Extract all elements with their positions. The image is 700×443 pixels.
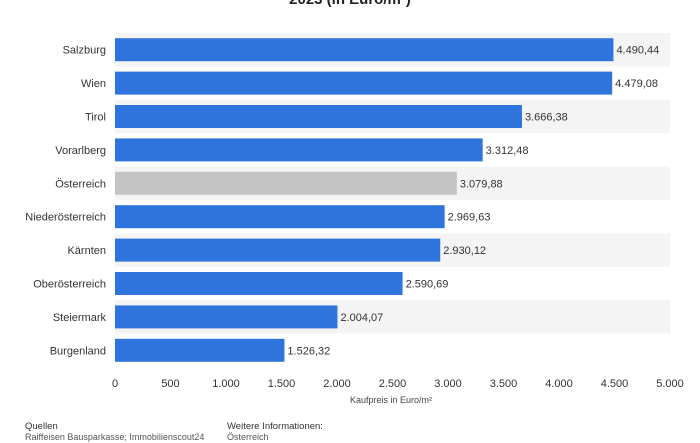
bar-tirol[interactable] <box>115 105 522 128</box>
category-label: Vorarlberg <box>55 145 106 157</box>
bar-österreich[interactable] <box>115 171 457 195</box>
x-tick-label: 2.500 <box>379 378 407 390</box>
chart-title: 2023 (in Euro/m²) <box>0 0 700 8</box>
category-label: Tirol <box>85 112 106 124</box>
bars <box>115 38 614 362</box>
x-tick-label: 500 <box>161 378 179 390</box>
bar-salzburg[interactable] <box>115 38 614 62</box>
x-axis-title: Kaufpreis in Euro/m² <box>350 395 432 405</box>
category-label: Kärnten <box>67 245 106 257</box>
value-label: 3.666,38 <box>525 112 568 124</box>
category-labels: Salzburg Wien Tirol Vorarlberg Österreich Nie… <box>25 45 106 358</box>
x-tick-label: 2.000 <box>323 378 351 390</box>
bar-oberösterreich[interactable] <box>115 272 403 295</box>
value-label: 4.479,08 <box>615 78 658 90</box>
x-tick-label: 3.500 <box>490 378 518 390</box>
info-block: Weitere Informationen: Österreich <box>227 421 323 443</box>
info-heading: Weitere Informationen: <box>227 421 323 432</box>
x-tick-label: 0 <box>112 378 118 390</box>
category-label: Oberösterreich <box>33 279 106 291</box>
category-label: Salzburg <box>63 45 106 57</box>
value-label: 4.490,44 <box>616 45 659 57</box>
category-label: Wien <box>81 78 106 90</box>
bar-vorarlberg[interactable] <box>115 138 483 162</box>
x-tick-label: 3.000 <box>434 378 462 390</box>
value-label: 2.590,69 <box>406 279 449 291</box>
x-axis-ticks: 0 500 1.000 1.500 2.000 2.500 3.000 3.500 4.000 4… <box>112 378 684 390</box>
x-tick-label: 1.000 <box>212 378 240 390</box>
value-label: 3.079,88 <box>460 178 503 190</box>
value-label: 1.526,32 <box>287 345 330 357</box>
category-label: Steiermark <box>53 312 107 324</box>
sources-heading: Quellen <box>25 421 58 432</box>
category-label: Österreich <box>55 178 106 190</box>
category-label: Niederösterreich <box>25 212 106 224</box>
x-tick-label: 1.500 <box>268 378 296 390</box>
value-label: 2.004,07 <box>340 312 383 324</box>
bar-niederösterreich[interactable] <box>115 205 445 229</box>
value-labels: 4.490,44 4.479,08 3.666,38 3.312,48 3.079,88… <box>287 45 659 358</box>
value-label: 2.969,63 <box>448 212 491 224</box>
bar-kärnten[interactable] <box>115 238 441 262</box>
info-text: Österreich <box>227 432 269 442</box>
bar-wien[interactable] <box>115 71 613 95</box>
bar-burgenland[interactable] <box>115 338 285 362</box>
x-tick-label: 5.000 <box>656 378 684 390</box>
category-label: Burgenland <box>50 345 106 357</box>
x-tick-label: 4.500 <box>601 378 629 390</box>
bar-steiermark[interactable] <box>115 305 338 329</box>
sources-block: Quellen Raiffeisen Bausparkasse; Immobil… <box>25 421 204 443</box>
sources-text: Raiffeisen Bausparkasse; Immobilienscout… <box>25 432 205 442</box>
value-label: 3.312,48 <box>486 145 529 157</box>
x-tick-label: 4.000 <box>545 378 573 390</box>
value-label: 2.930,12 <box>443 245 486 257</box>
